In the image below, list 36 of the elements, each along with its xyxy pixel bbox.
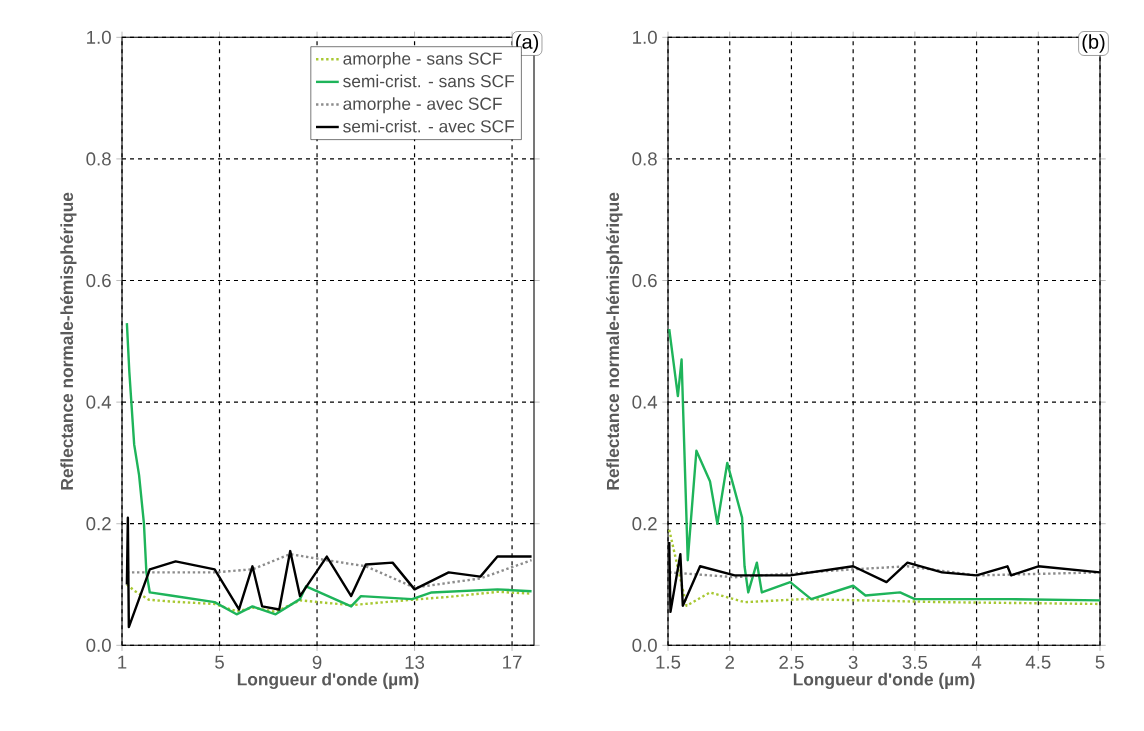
annotation: (b) bbox=[1082, 34, 1105, 53]
legend-label: semi-crist. - avec SCF bbox=[343, 119, 514, 133]
x-tick-label: 2.5 bbox=[779, 655, 804, 670]
y-axis-title: Reflectance normale-hémisphérique bbox=[606, 192, 623, 490]
y-tick-label: 0.8 bbox=[86, 152, 111, 166]
y-tick-label: 0.2 bbox=[632, 517, 657, 531]
y-tick-label: 0.6 bbox=[86, 274, 111, 288]
x-tick-label: 9 bbox=[312, 655, 322, 670]
y-tick-label: 0.4 bbox=[632, 395, 658, 409]
x-tick-label: 3 bbox=[848, 655, 858, 670]
x-axis-title: Longueur d'onde (µm) bbox=[793, 672, 975, 690]
x-tick-label: 5 bbox=[215, 655, 224, 669]
y-tick-label: 0.2 bbox=[86, 517, 111, 531]
line-series bbox=[125, 322, 533, 616]
y-tick-label: 0.6 bbox=[632, 274, 657, 288]
x-tick-label: 5 bbox=[1095, 655, 1105, 669]
x-tick-label: 1.5 bbox=[656, 655, 681, 669]
y-tick-label: 1.0 bbox=[87, 30, 111, 45]
legend-label: amorphe - sans SCF bbox=[343, 52, 502, 69]
x-axis-title: Longueur d'onde (µm) bbox=[237, 672, 419, 690]
x-tick-label: 1 bbox=[118, 655, 127, 669]
x-tick-label: 4 bbox=[971, 655, 982, 669]
line-series bbox=[668, 328, 1102, 602]
y-tick-label: 0.0 bbox=[632, 638, 657, 653]
y-tick-label: 1.0 bbox=[633, 30, 657, 45]
x-tick-label: 17 bbox=[503, 655, 522, 669]
x-tick-label: 2 bbox=[725, 655, 734, 669]
y-tick-label: 0.0 bbox=[86, 638, 111, 653]
y-tick-label: 0.8 bbox=[632, 152, 657, 166]
x-tick-label: 3.5 bbox=[902, 655, 928, 670]
legend-label: amorphe - avec SCF bbox=[343, 97, 502, 114]
legend-label: semi-crist. - sans SCF bbox=[343, 74, 514, 88]
y-tick-label: 0.4 bbox=[86, 395, 112, 409]
x-tick-label: 13 bbox=[405, 655, 425, 670]
y-axis-title: Reflectance normale-hémisphérique bbox=[60, 192, 77, 490]
x-tick-label: 4.5 bbox=[1025, 655, 1051, 669]
